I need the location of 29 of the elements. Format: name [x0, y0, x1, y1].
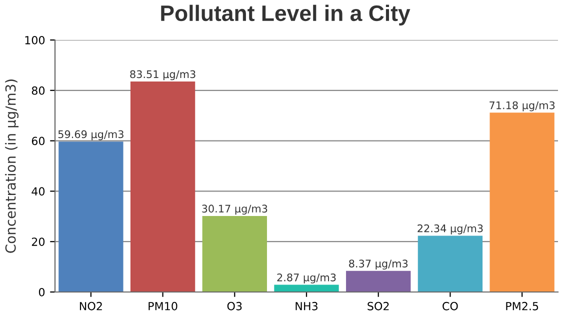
- x-tick-label: SO2: [368, 302, 389, 310]
- y-tick-label: 80: [32, 86, 45, 95]
- y-axis-title: Concentration (in µg/m3): [5, 80, 19, 253]
- data-label: 59.69 µg/m3: [58, 130, 124, 140]
- bar: [130, 82, 196, 292]
- bar: [418, 236, 483, 292]
- bar: [274, 284, 339, 292]
- y-tick-label: 0: [38, 288, 45, 296]
- data-label: 83.51 µg/m3: [130, 70, 196, 80]
- x-tick-label: NH3: [296, 302, 318, 310]
- x-tick-label: O3: [227, 302, 242, 310]
- chart-title: Pollutant Level in a City: [161, 4, 410, 26]
- bar: [58, 142, 124, 292]
- x-tick-label: NO2: [80, 302, 102, 310]
- x-tick-label: CO: [442, 302, 458, 310]
- y-tick-label: 60: [32, 136, 45, 146]
- bar: [202, 216, 267, 292]
- y-tick-label: 20: [32, 238, 45, 246]
- data-label: 30.17 µg/m3: [202, 204, 268, 215]
- data-label: 71.18 µg/m3: [490, 101, 555, 112]
- y-tick-label: 40: [32, 187, 45, 196]
- data-label: 2.87 µg/m3: [277, 273, 336, 284]
- data-label: 22.34 µg/m3: [418, 224, 483, 234]
- x-tick-label: PM2.5: [506, 302, 538, 310]
- data-label: 8.37 µg/m3: [349, 260, 408, 270]
- y-tick-label: 100: [25, 36, 45, 44]
- bar: [490, 112, 554, 292]
- x-tick-label: PM10: [148, 302, 178, 310]
- bar: [346, 270, 411, 292]
